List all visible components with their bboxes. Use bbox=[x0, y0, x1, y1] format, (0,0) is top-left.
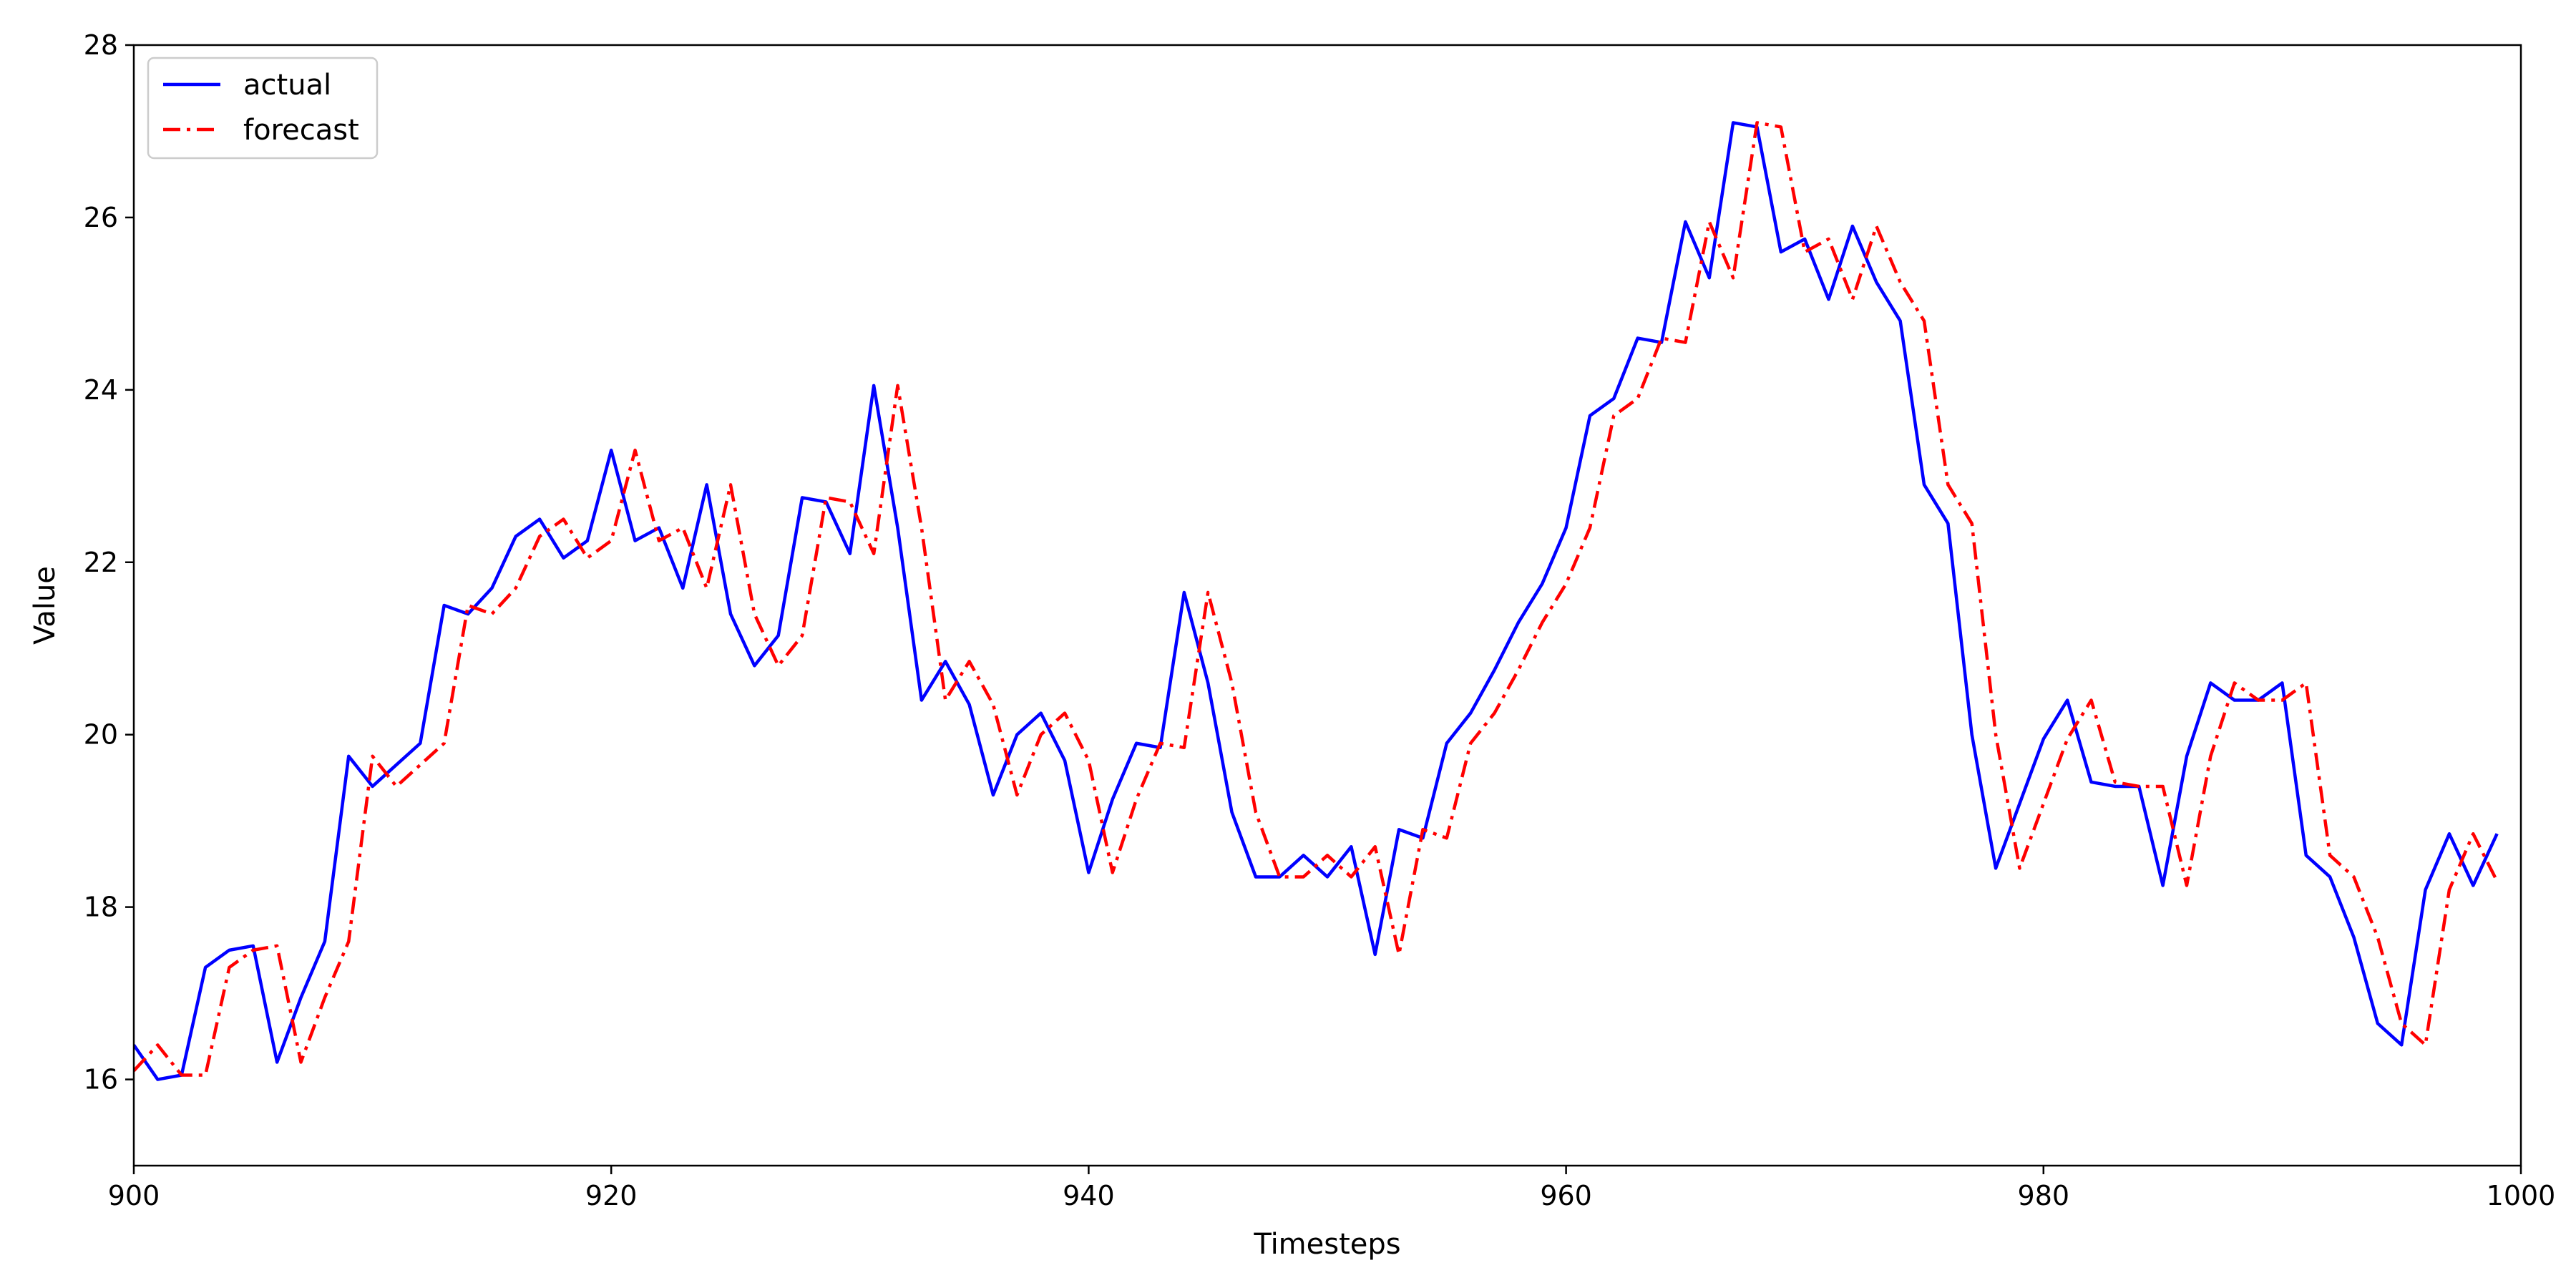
y-tick-label: 26 bbox=[84, 202, 118, 233]
y-tick-label: 28 bbox=[84, 29, 118, 61]
x-axis-label: Timesteps bbox=[1253, 1228, 1400, 1261]
y-tick-label: 22 bbox=[84, 547, 118, 578]
y-tick-label: 16 bbox=[84, 1064, 118, 1096]
legend-label-actual: actual bbox=[243, 69, 331, 102]
x-axis: 900 920 940 960 980 1000 bbox=[108, 1166, 2556, 1211]
series-line-forecast bbox=[134, 121, 2499, 1077]
x-tick-label: 1000 bbox=[2487, 1180, 2556, 1211]
y-tick-label: 24 bbox=[84, 374, 118, 406]
plot-frame bbox=[132, 44, 2522, 1167]
x-tick-label: 960 bbox=[1540, 1180, 1592, 1211]
y-tick-label: 20 bbox=[84, 719, 118, 751]
series-layer bbox=[134, 121, 2499, 1081]
legend: actual forecast bbox=[147, 57, 379, 160]
x-tick-label: 940 bbox=[1063, 1180, 1115, 1211]
y-axis-label: Value bbox=[29, 566, 62, 645]
y-axis: 16 18 20 22 24 26 28 bbox=[84, 29, 134, 1096]
legend-label-forecast: forecast bbox=[243, 114, 359, 147]
y-tick-label: 18 bbox=[84, 892, 118, 923]
x-tick-label: 980 bbox=[2018, 1180, 2070, 1211]
x-tick-label: 900 bbox=[108, 1180, 160, 1211]
x-tick-label: 920 bbox=[585, 1180, 638, 1211]
